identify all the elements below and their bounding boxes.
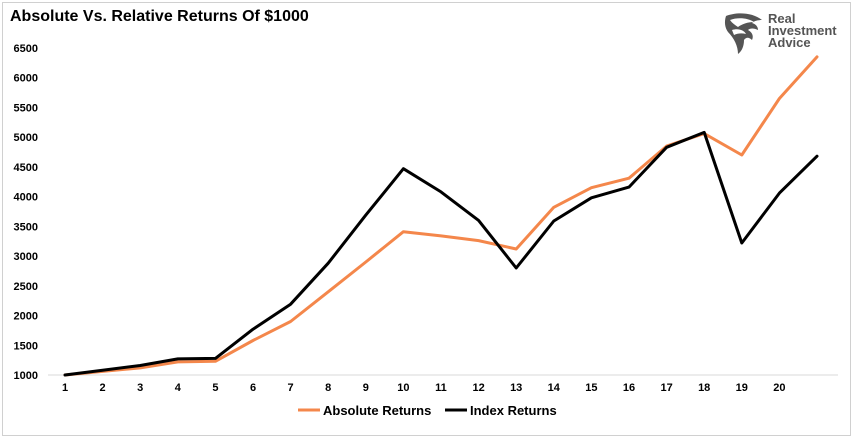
y-tick-label: 1000 [14,370,38,382]
logo-line-3: Advice [768,35,811,50]
x-tick-label: 3 [137,382,143,394]
x-axis: 1 2 3 4 5 6 7 8 9 10 11 12 13 14 15 16 17 18 19 20 [48,374,838,394]
logo [722,10,852,58]
logo-text: Real Investment Advice [768,11,837,50]
logo-line-1: Real [768,11,796,26]
legend: Absolute Returns Index Returns [298,403,557,418]
x-tick-label: 4 [175,382,182,394]
y-tick-label: 1500 [14,340,38,352]
y-tick-label: 3000 [14,251,38,263]
y-tick-label: 4500 [14,162,38,174]
y-tick-label: 3500 [14,221,38,233]
x-tick-label: 19 [736,382,748,394]
x-tick-label: 5 [212,382,218,394]
x-tick-label: 2 [100,382,106,394]
series-line-index-returns [63,130,819,377]
y-tick-label: 6000 [14,73,38,85]
eagle-head-icon [724,13,762,55]
y-tick-label: 5500 [14,102,38,114]
x-tick-label: 6 [250,382,256,394]
chart-title: Absolute Vs. Relative Returns Of $1000 [10,8,309,25]
series-layer [63,55,819,377]
y-tick-label: 2500 [14,281,38,293]
x-tick-label: 9 [363,382,369,394]
x-tick-label: 15 [585,382,597,394]
x-tick-label: 13 [510,382,522,394]
y-axis: 1000 1500 2000 2500 3000 3500 4000 4500 5000 5500… [14,43,38,382]
legend-label: Index Returns [470,403,557,418]
x-tick-label: 7 [288,382,294,394]
y-tick-label: 2000 [14,311,38,323]
x-tick-label: 16 [623,382,635,394]
x-tick-label: 12 [472,382,484,394]
x-tick-label: 1 [62,382,68,394]
legend-label: Absolute Returns [323,403,431,418]
x-tick-label: 14 [548,382,561,394]
y-tick-label: 5000 [14,132,38,144]
x-tick-label: 17 [660,382,672,394]
x-tick-label: 20 [773,382,785,394]
x-tick-label: 10 [397,382,409,394]
y-tick-label: 4000 [14,192,38,204]
series-line-absolute-returns [63,55,819,377]
logo-line-2: Investment [768,23,837,38]
x-tick-label: 11 [435,382,447,394]
x-tick-label: 18 [698,382,710,394]
x-tick-label: 8 [325,382,331,394]
y-tick-label: 6500 [14,43,38,55]
